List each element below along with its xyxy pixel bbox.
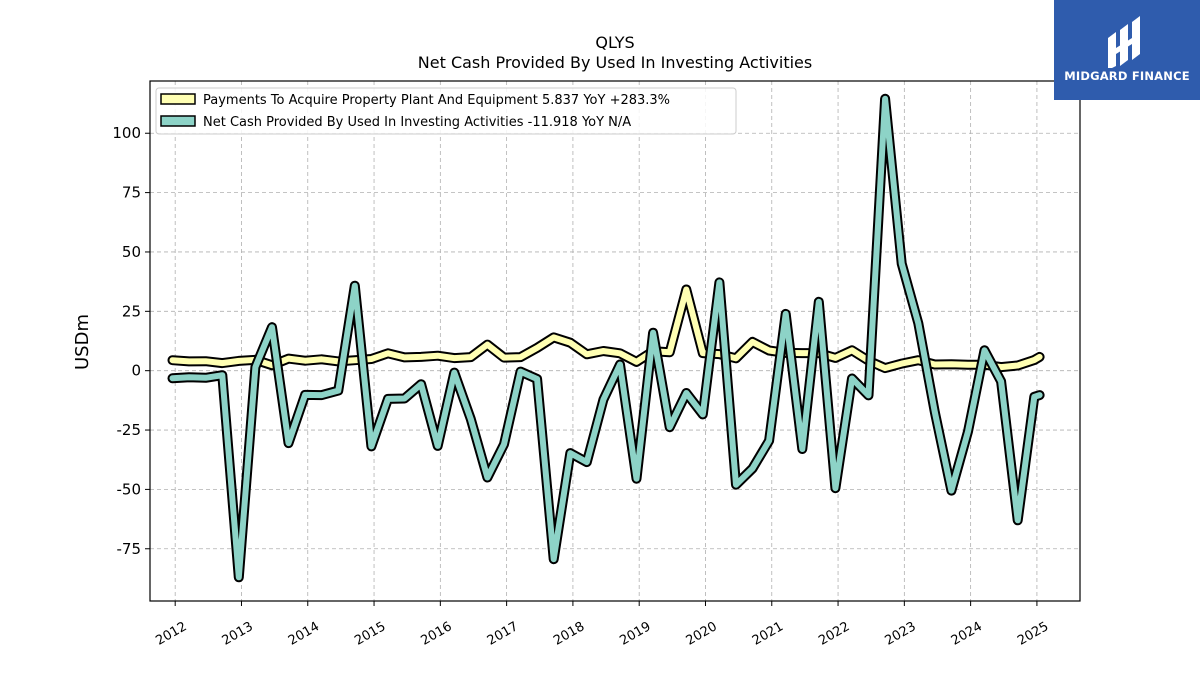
y-axis-label: USDm <box>72 314 93 370</box>
plot-area-frame <box>149 80 1081 602</box>
x-tick-label: 2023 <box>883 619 919 649</box>
chart-subtitle: Net Cash Provided By Used In Investing A… <box>418 53 812 72</box>
x-tick-label: 2021 <box>750 619 786 649</box>
y-tick-label: 100 <box>112 124 141 142</box>
legend-label-investing: Net Cash Provided By Used In Investing A… <box>203 115 631 130</box>
brand-logo: MIDGARD FINANCE <box>1054 0 1200 100</box>
y-tick-label: -25 <box>117 421 142 439</box>
x-tick-label: 2020 <box>684 619 720 649</box>
x-tick-label: 2017 <box>485 619 521 649</box>
brand-logo-text: MIDGARD FINANCE <box>1064 69 1190 83</box>
y-tick-label: -75 <box>117 540 142 558</box>
series-0 <box>167 284 1045 374</box>
series-line-outline <box>167 93 1045 583</box>
x-tick-label: 2019 <box>617 619 653 649</box>
x-tick-label: 2022 <box>816 619 852 649</box>
x-tick-label: 2014 <box>286 619 322 649</box>
x-tick-label: 2013 <box>220 619 256 649</box>
legend: Payments To Acquire Property Plant And E… <box>155 87 737 135</box>
legend-swatch-investing <box>160 115 196 127</box>
midgard-logo-icon <box>1108 16 1140 68</box>
series-1 <box>167 93 1045 583</box>
series-line <box>169 95 1043 581</box>
legend-swatch-capex <box>160 93 196 105</box>
series-layer <box>167 93 1045 583</box>
x-tick-label: 2024 <box>949 619 985 649</box>
x-tick-label: 2015 <box>352 619 388 649</box>
x-tick-label: 2018 <box>551 619 587 649</box>
grid-lines <box>150 81 1080 601</box>
x-tick-label: 2025 <box>1015 619 1051 649</box>
legend-label-capex: Payments To Acquire Property Plant And E… <box>203 93 670 108</box>
y-tick-label: 0 <box>131 362 141 380</box>
y-tick-label: -50 <box>117 480 142 498</box>
legend-box <box>155 87 737 135</box>
x-tick-label: 2012 <box>153 619 189 649</box>
chart-title: QLYS <box>595 33 634 52</box>
y-tick-label: 25 <box>122 302 141 320</box>
y-tick-label: 50 <box>122 243 141 261</box>
y-tick-label: 75 <box>122 184 141 202</box>
x-tick-label: 2016 <box>419 619 455 649</box>
series-line <box>169 286 1043 372</box>
